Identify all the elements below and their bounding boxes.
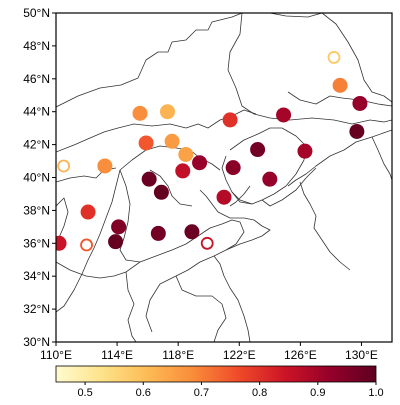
station-marker-filled-1	[80, 204, 96, 220]
x-tick-label-3: 122°E	[223, 348, 256, 362]
province-border-4	[221, 127, 307, 205]
station-marker-filled-12	[349, 123, 365, 139]
korea-coast	[299, 181, 351, 271]
colorbar-tick-label-4: 0.9	[310, 387, 325, 399]
province-border-12	[175, 275, 227, 342]
x-tick-label-0: 110°E	[40, 348, 72, 362]
station-marker-open-1	[80, 238, 93, 252]
province-border-5	[119, 145, 221, 171]
boundary-lines	[56, 13, 392, 342]
province-border-11	[125, 271, 137, 342]
x-tick-label-1: 114°E	[101, 348, 133, 362]
station-markers-open	[57, 51, 341, 252]
station-marker-filled-8	[222, 112, 238, 128]
station-marker-filled-20	[153, 184, 169, 200]
station-marker-filled-7	[178, 146, 194, 162]
station-marker-open-2	[200, 236, 214, 250]
province-border-8	[119, 169, 141, 263]
station-marker-filled-21	[216, 189, 232, 205]
colorbar-tick-label-2: 0.7	[194, 387, 209, 399]
station-marker-filled-9	[276, 107, 292, 123]
station-marker-filled-18	[175, 163, 191, 179]
y-tick-label-6: 42°N	[23, 138, 50, 152]
station-marker-filled-17	[192, 155, 208, 171]
colorbar-gradient	[55, 365, 377, 383]
station-marker-filled-3	[132, 105, 148, 121]
colorbar-tick-label-0: 0.5	[77, 387, 92, 399]
station-marker-filled-10	[332, 77, 348, 93]
province-border-2	[287, 91, 392, 107]
colorbar-tick-label-1: 0.6	[136, 387, 151, 399]
station-marker-filled-6	[164, 133, 180, 149]
x-tick-label-4: 126°E	[284, 348, 317, 362]
national-border-korea	[287, 129, 392, 187]
y-axis-ticks: 30°N 32°N 34°N 36°N 38°N 40°N 42°N 44°N 46°N 48°N…	[23, 6, 56, 349]
y-tick-label-10: 50°N	[23, 6, 50, 20]
station-marker-filled-19	[141, 171, 157, 187]
y-tick-label-1: 32°N	[23, 302, 50, 316]
station-marker-filled-22	[111, 219, 127, 235]
station-marker-filled-13	[297, 143, 313, 159]
station-marker-filled-11	[352, 95, 368, 111]
station-marker-filled-16	[262, 171, 278, 187]
province-border-9	[139, 219, 245, 277]
x-tick-label-5: 130°E	[345, 348, 378, 362]
map-panel: 110°E 114°E 118°E 122°E 126°E 130°E 30°N32°N3…	[23, 6, 393, 362]
station-marker-filled-0	[56, 235, 67, 251]
province-border-7	[56, 169, 121, 313]
jiangsu-coast	[213, 255, 251, 342]
station-marker-filled-15	[225, 160, 241, 176]
y-tick-label-2: 34°N	[23, 269, 50, 283]
y-tick-label-8: 46°N	[23, 72, 50, 86]
colorbar-tick-label-3: 0.8	[252, 387, 267, 399]
station-marker-filled-5	[159, 104, 175, 120]
station-marker-open-0	[57, 159, 71, 173]
province-border-13	[145, 275, 177, 333]
station-marker-filled-25	[184, 224, 200, 240]
station-marker-open-3	[327, 51, 341, 64]
station-marker-filled-24	[150, 225, 166, 241]
station-markers-filled	[56, 77, 368, 251]
national-border-northeast	[269, 13, 392, 103]
korea-east-coast	[371, 136, 392, 181]
y-tick-label-4: 38°N	[23, 203, 50, 217]
coastline	[199, 167, 317, 251]
national-border-north	[56, 13, 243, 108]
liaodong-peninsula	[229, 185, 251, 207]
colorbar: 0.5 0.6 0.7 0.8 0.9 1.0	[55, 365, 384, 399]
y-tick-label-9: 48°N	[23, 39, 50, 53]
colorbar-tick-label-5: 1.0	[368, 387, 383, 399]
x-axis-ticks: 110°E 114°E 118°E 122°E 126°E 130°E	[40, 342, 378, 362]
station-marker-filled-4	[138, 135, 154, 151]
y-tick-label-3: 36°N	[23, 236, 50, 250]
station-marker-filled-23	[108, 234, 124, 250]
province-border-1	[227, 13, 392, 125]
map-background	[56, 13, 392, 342]
station-marker-filled-14	[250, 142, 266, 158]
province-border-6	[149, 169, 193, 207]
y-tick-label-7: 44°N	[23, 105, 50, 119]
colorbar-ticks: 0.5 0.6 0.7 0.8 0.9 1.0	[77, 382, 384, 399]
x-tick-label-2: 118°E	[162, 348, 194, 362]
y-tick-label-5: 40°N	[23, 171, 50, 185]
y-tick-label-0: 30°N	[23, 335, 50, 349]
station-marker-filled-2	[97, 158, 113, 174]
